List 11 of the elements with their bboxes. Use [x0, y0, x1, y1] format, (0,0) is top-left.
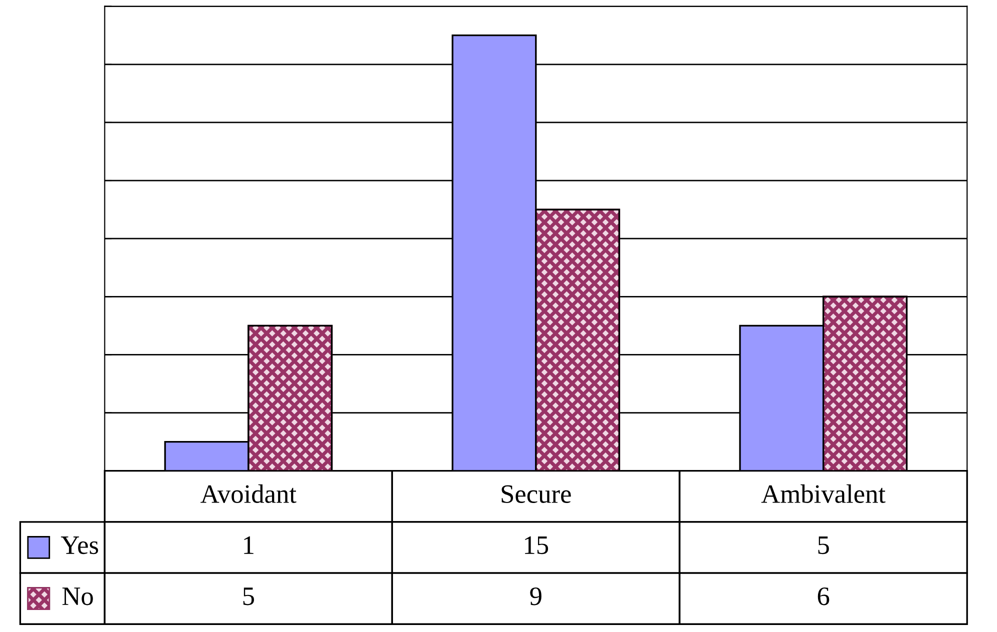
x-tick-label: Ambivalent	[761, 484, 886, 503]
x-tick-label: Secure	[502, 485, 571, 503]
data-label: 1	[244, 536, 254, 554]
data-label: 6	[818, 587, 830, 606]
data-label: 5	[243, 588, 254, 606]
x-tick-label: Avoidant	[200, 484, 296, 503]
legend-label: No	[62, 588, 93, 606]
data-label: 9	[530, 587, 542, 606]
data-label: 5	[818, 536, 829, 554]
legend-label: Yes	[60, 536, 98, 554]
data-label: 15	[525, 536, 548, 554]
